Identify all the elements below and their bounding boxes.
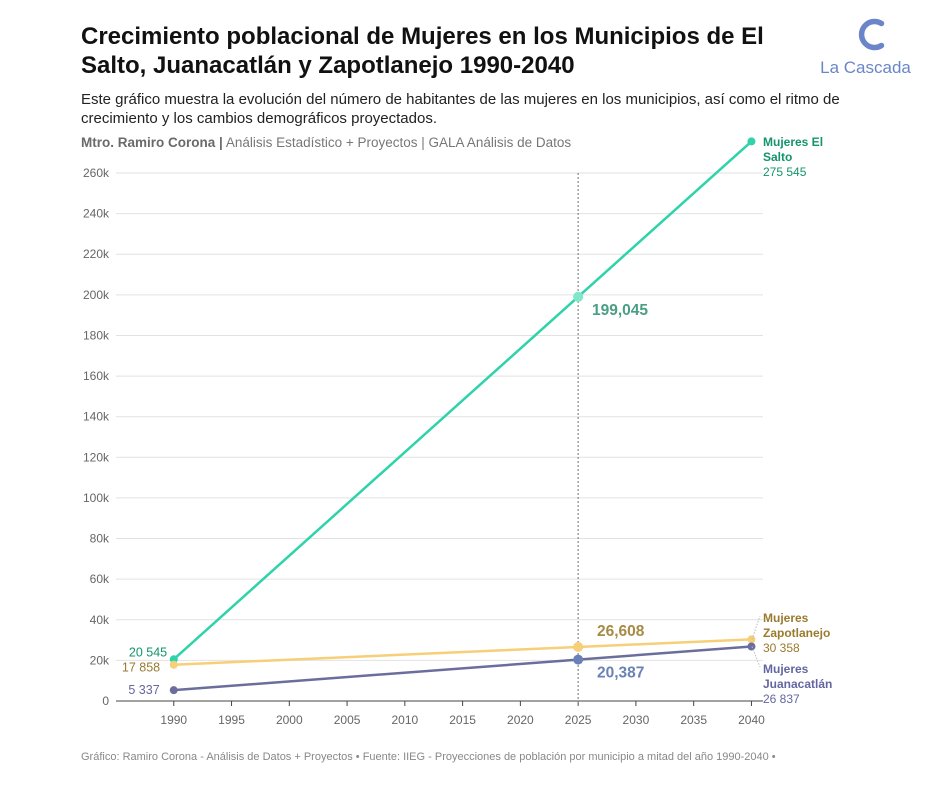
start-value-label: 20 545 [129, 645, 167, 659]
x-tick-label: 2030 [623, 713, 650, 727]
y-tick-label: 40k [90, 613, 110, 627]
series-end-name: Mujeres [763, 662, 809, 676]
chart-subtitle: Este gráfico muestra la evolución del nú… [81, 91, 840, 127]
y-axis: 0 20k 40k 60k 80k 100k 120k 140k 160k 180k 200k 220… [83, 166, 110, 708]
y-tick-label: 100k [83, 491, 110, 505]
source-footer: Gráfico: Ramiro Corona - Análisis de Dat… [81, 751, 776, 763]
y-tick-label: 120k [83, 450, 110, 464]
start-value-label: 17 858 [122, 661, 160, 675]
y-tick-label: 180k [83, 328, 110, 342]
x-tick-label: 2005 [334, 713, 361, 727]
data-point [747, 635, 756, 644]
series-end-name: Juanacatlán [763, 677, 832, 691]
x-axis: 1990 1995 2000 2005 2010 2015 2020 2025 2030 2035… [160, 701, 765, 727]
logo-c-icon [858, 18, 885, 51]
chart-title: Crecimiento poblacional de Mujeres en lo… [81, 23, 764, 79]
data-point [747, 137, 756, 146]
x-tick-label: 1995 [218, 713, 245, 727]
label-leader-line [751, 615, 761, 640]
series-line [172, 140, 753, 661]
byline-author: Mtro. Ramiro Corona | [81, 135, 223, 150]
byline-affiliation: Análisis Estadístico + Proyectos | GALA … [225, 135, 572, 150]
x-tick-label: 2020 [507, 713, 534, 727]
series-end-name: Zapotlanejo [763, 626, 830, 640]
y-tick-label: 220k [83, 247, 110, 261]
data-point [169, 660, 178, 669]
highlight-value-label: 26,608 [597, 623, 645, 640]
data-labels: 20 545 17 858 5 337 199,045 26,608 20,387 Muje… [122, 135, 832, 706]
label-leader-line [751, 646, 761, 668]
data-point [747, 642, 756, 651]
highlight-value-label: 199,045 [592, 302, 648, 319]
y-tick-label: 0 [102, 694, 109, 708]
x-tick-label: 2010 [391, 713, 418, 727]
y-tick-label: 260k [83, 166, 110, 180]
highlight-value-label: 20,387 [597, 665, 644, 682]
data-point [573, 641, 584, 652]
y-tick-label: 240k [83, 207, 110, 221]
x-tick-label: 1990 [160, 713, 187, 727]
x-tick-label: 2035 [680, 713, 707, 727]
data-point [573, 654, 584, 665]
data-point [573, 291, 584, 302]
series-end-name: Salto [763, 150, 792, 164]
x-tick-label: 2040 [738, 713, 765, 727]
la-cascada-logo: La Cascada [808, 12, 923, 82]
y-tick-label: 160k [83, 369, 110, 383]
series-end-value: 26 837 [763, 692, 800, 706]
logo-text: La Cascada [820, 58, 911, 77]
gridlines [116, 172, 763, 702]
series-end-value: 30 358 [763, 641, 800, 655]
data-point [169, 686, 178, 695]
series-end-value: 275 545 [763, 165, 807, 179]
y-tick-label: 200k [83, 288, 110, 302]
y-tick-label: 20k [90, 653, 110, 667]
start-value-label: 5 337 [128, 683, 159, 697]
y-tick-label: 60k [90, 572, 110, 586]
series-end-name: Mujeres El [763, 135, 823, 149]
series-end-name: Mujeres [763, 611, 809, 625]
byline: Mtro. Ramiro Corona | Análisis Estadísti… [81, 135, 571, 150]
x-tick-label: 2000 [276, 713, 303, 727]
series-group [169, 137, 756, 695]
x-tick-label: 2015 [449, 713, 476, 727]
y-tick-label: 140k [83, 410, 110, 424]
y-tick-label: 80k [90, 532, 110, 546]
x-tick-label: 2025 [565, 713, 592, 727]
